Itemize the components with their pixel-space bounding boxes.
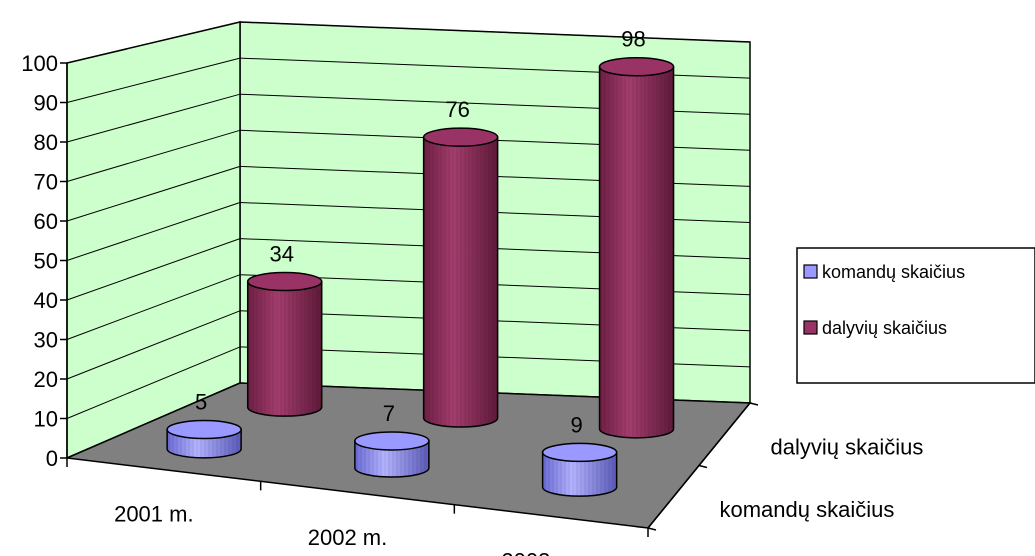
y-tick-label: 20 [34,367,58,392]
y-tick-label: 80 [34,130,58,155]
legend-label: dalyvių skaičius [822,318,947,338]
y-tick-label: 0 [46,446,58,471]
y-tick-label: 100 [21,51,58,76]
y-tick-label: 50 [34,249,58,274]
legend: komandų skaičius dalyvių skaičius [796,247,1035,384]
bar: 7 [354,401,430,478]
legend-box [796,247,1035,384]
bar: 34 [246,242,323,417]
y-tick-label: 40 [34,288,58,313]
x-tick-label: 2002 m. [308,525,388,550]
bar: 98 [598,27,675,439]
legend-swatch [803,320,818,335]
gridline [66,274,241,340]
gridline [239,21,751,43]
gridline [66,57,241,103]
depth-tick-label: dalyvių skaičius [771,434,924,459]
data-label: 9 [571,412,583,437]
data-label: 7 [383,401,395,426]
data-label: 76 [445,97,469,122]
gridline [66,21,241,64]
data-label: 5 [195,390,207,415]
depth-axis: komandų skaičius dalyvių skaičius [647,402,924,531]
y-tick-label: 90 [34,91,58,116]
bar: 76 [422,97,499,428]
depth-tick [749,402,759,406]
gridline [66,93,241,143]
gridline [66,129,241,182]
x-tick-label: 2003 m. [501,548,581,556]
y-tick-label: 10 [34,407,58,432]
legend-swatch [803,264,818,279]
depth-tick [698,464,708,469]
bar: 9 [541,412,618,497]
x-axis: 2001 m. 2002 m. 2003 m. [66,458,649,556]
gridline [66,238,241,301]
gridline [66,165,241,222]
gridline [66,202,241,261]
data-label: 34 [269,242,293,267]
y-tick-label: 60 [34,209,58,234]
x-tick-label: 2001 m. [114,502,194,527]
y-tick-label: 30 [34,328,58,353]
gridline [66,310,241,380]
gridline [66,346,241,419]
legend-label: komandų skaičius [822,262,965,282]
bar: 5 [166,390,242,459]
depth-tick-label: komandų skaičius [720,497,895,522]
y-tick-label: 70 [34,170,58,195]
data-label: 98 [621,27,645,52]
y-axis: 0 10 20 30 40 50 60 70 80 90 100 [21,51,68,471]
side-wall [66,21,241,460]
depth-tick [647,527,657,531]
bars: 34 76 98 5 7 9 [166,27,675,497]
